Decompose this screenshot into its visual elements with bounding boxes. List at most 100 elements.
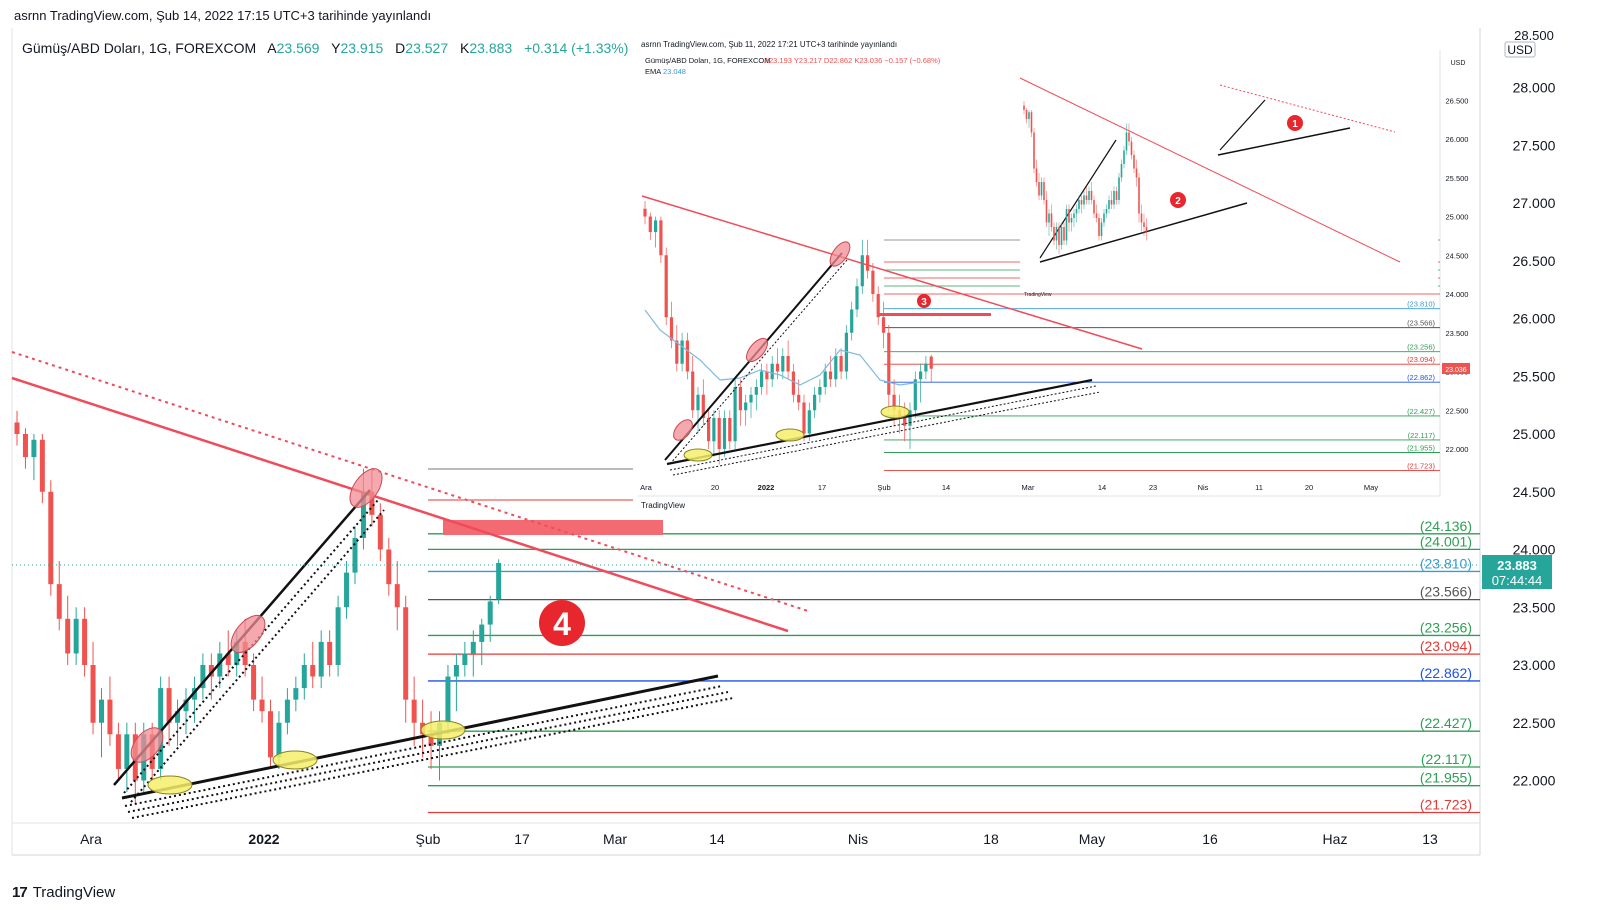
inner-candle-body bbox=[1130, 141, 1133, 155]
inner-candle-body bbox=[1110, 200, 1113, 205]
candle-body bbox=[31, 439, 37, 458]
candle-body bbox=[284, 699, 290, 723]
inner-candle-body bbox=[1075, 209, 1078, 214]
candle-body bbox=[394, 584, 400, 608]
current-price-value: 23.883 bbox=[1497, 558, 1537, 573]
time-tick-label: 13 bbox=[1422, 831, 1438, 847]
price-tick-label: 26.500 bbox=[1513, 253, 1556, 269]
inset-date-tick: Nis bbox=[1198, 483, 1209, 492]
inner-candle-body bbox=[1123, 150, 1125, 164]
candle-body bbox=[208, 665, 214, 677]
candle-body bbox=[99, 699, 104, 723]
inset-candle-body bbox=[712, 418, 716, 442]
candle-body bbox=[90, 665, 96, 723]
candle-body bbox=[225, 653, 231, 665]
inner-candle-body bbox=[1045, 200, 1048, 223]
inset-price-tick: 26.000 bbox=[1446, 135, 1469, 144]
close-value: 23.883 bbox=[469, 40, 513, 56]
candle-body bbox=[242, 641, 248, 665]
inner-candle-body bbox=[1103, 213, 1105, 223]
price-tick-label: 22.000 bbox=[1513, 773, 1556, 789]
inset-fib-label: (22.117) bbox=[1408, 431, 1436, 440]
inner-candle-body bbox=[1118, 177, 1120, 200]
inset-peak-ellipse bbox=[829, 241, 851, 267]
inner-candle-body bbox=[1043, 182, 1045, 200]
inner-wedge-upper-line bbox=[1039, 139, 1117, 259]
candle-body bbox=[293, 688, 299, 700]
inner-candle-body bbox=[1073, 213, 1075, 218]
inner-candle-body bbox=[1078, 200, 1080, 209]
inner-support-line bbox=[1039, 202, 1248, 263]
inset-ema-line bbox=[644, 309, 921, 386]
inset-date-ticks: Ara 20 2022 17 Şub 14 Mar 14 23 Nis 11 20 May bbox=[640, 483, 1378, 492]
inner-candle-body bbox=[1058, 227, 1060, 245]
time-tick-label: Nis bbox=[848, 831, 868, 847]
inset-candle-body bbox=[855, 286, 859, 310]
inner-candle-body bbox=[1128, 132, 1130, 142]
inset-fib-label: (23.256) bbox=[1407, 343, 1435, 352]
candle-body bbox=[48, 491, 54, 585]
inset-candle-body bbox=[828, 371, 833, 380]
inner-candle-body bbox=[1115, 191, 1118, 200]
inset-candle-body bbox=[669, 317, 674, 341]
inset-candle-body bbox=[823, 371, 827, 387]
descending-trendline[interactable] bbox=[11, 376, 789, 633]
candle-body bbox=[470, 641, 476, 654]
inner-candle-body bbox=[1090, 191, 1093, 200]
inner-candle-body bbox=[1138, 177, 1140, 214]
inset-support-ellipse-1 bbox=[683, 448, 713, 462]
inset-candle-body bbox=[696, 394, 700, 411]
price-tick-label: 22.500 bbox=[1513, 715, 1556, 731]
support-touch-ellipse-3 bbox=[420, 720, 466, 740]
inner-candle-body bbox=[1065, 209, 1068, 241]
inset-legend-symbol: Gümüş/ABD Doları, 1G, FOREXCOM bbox=[645, 56, 770, 65]
inset-candle-body bbox=[664, 255, 668, 318]
inset-candle-body bbox=[807, 410, 811, 434]
inner-inset-background bbox=[1020, 72, 1438, 292]
candle-body bbox=[175, 711, 181, 723]
inner-candle-body bbox=[1093, 200, 1095, 214]
price-tick-label: 25.000 bbox=[1513, 426, 1556, 442]
inset-candle-body bbox=[903, 418, 907, 426]
touch-highlight-ellipse bbox=[230, 614, 266, 654]
candle-body bbox=[352, 537, 358, 573]
fib-level-label: (23.094) bbox=[1420, 638, 1472, 654]
candle-body bbox=[386, 549, 392, 585]
symbol-name: Gümüş/ABD Doları, 1G, FOREXCOM bbox=[22, 40, 257, 56]
inset-date-tick: 23 bbox=[1149, 483, 1157, 492]
price-tick-label: 25.500 bbox=[1513, 368, 1556, 384]
candle-body bbox=[107, 699, 113, 735]
inset-candle-body bbox=[919, 371, 923, 380]
tradingview-brand-text: TradingView bbox=[32, 884, 116, 901]
inset-ema-label: EMA bbox=[645, 67, 661, 76]
fib-level-label: (23.810) bbox=[1420, 555, 1472, 571]
rising-wedge-upper-dotted-2 bbox=[130, 509, 385, 803]
inner-candle-body bbox=[1140, 213, 1143, 223]
inner-candle-body bbox=[1068, 209, 1070, 223]
time-axis-ticks: Ara 2022 Şub 17 Mar 14 Nis 18 May 16 Haz 13 bbox=[80, 831, 1438, 847]
support-trendline[interactable] bbox=[121, 674, 719, 800]
inner-candle-body bbox=[1113, 191, 1115, 205]
inner-candle-body bbox=[1108, 200, 1110, 209]
inset-price-tick: 25.000 bbox=[1446, 213, 1469, 222]
inset-candle-body bbox=[924, 363, 928, 372]
inset-candle-body bbox=[648, 216, 652, 232]
change-value: +0.314 (+1.33%) bbox=[524, 40, 629, 56]
tradingview-logo[interactable]: 17 TradingView bbox=[12, 884, 115, 901]
inner-candle-body bbox=[1088, 191, 1090, 200]
price-tick-label: 27.000 bbox=[1513, 195, 1556, 211]
candle-body bbox=[462, 653, 468, 665]
inner-annotation-1-label: 1 bbox=[1292, 119, 1298, 130]
high-value: 23.915 bbox=[340, 40, 384, 56]
countdown-value: 07:44:44 bbox=[1492, 573, 1543, 588]
inset-fib-label: (23.094) bbox=[1407, 355, 1435, 364]
inset-candle-body bbox=[659, 220, 663, 256]
inner-candle-body bbox=[1135, 168, 1138, 178]
candle-body bbox=[200, 665, 206, 689]
inset-fib-label: (21.723) bbox=[1407, 461, 1435, 470]
candle-body bbox=[217, 653, 223, 677]
inset-candle-body bbox=[818, 387, 822, 395]
inset-candle-body bbox=[654, 220, 658, 232]
inset-candle-body bbox=[802, 402, 806, 434]
